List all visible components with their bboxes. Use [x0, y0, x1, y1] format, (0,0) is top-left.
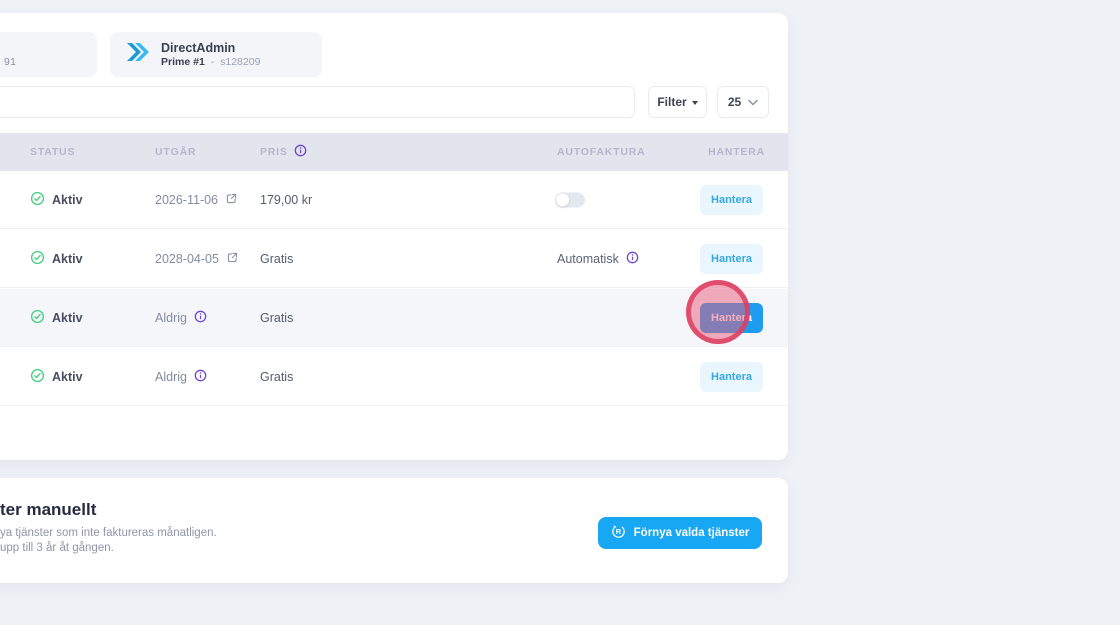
chevron-down-icon: [748, 95, 758, 109]
autoinvoice-toggle[interactable]: [555, 192, 585, 207]
renew-description-line1: ya tjänster som inte faktureras månatlig…: [0, 527, 217, 539]
table-header-manage: HANTERA: [708, 146, 765, 158]
page-size-value: 25: [727, 95, 742, 109]
info-icon[interactable]: [626, 251, 639, 267]
check-circle-icon: [30, 250, 45, 268]
status-label: Aktiv: [52, 192, 83, 207]
renew-r-icon: R: [611, 524, 626, 542]
table-header-autoinvoice: AUTOFAKTURA: [557, 146, 646, 158]
price-value: Gratis: [260, 369, 294, 384]
caret-down-icon: [691, 100, 698, 105]
filter-button[interactable]: Filter: [648, 86, 707, 118]
service-separator: -: [210, 55, 215, 68]
service-chip-code-fragment: 91: [4, 56, 17, 68]
svg-text:R: R: [615, 527, 621, 536]
table-row: Aktiv 2028-04-05 Gratis Automatisk Hante…: [0, 230, 788, 288]
table-row-highlighted: Aktiv Aldrig Gratis Hantera: [0, 289, 788, 347]
manage-button-active[interactable]: Hantera: [700, 302, 763, 333]
check-circle-icon: [30, 309, 45, 327]
expires-date: Aldrig: [155, 369, 187, 384]
service-chip-partial[interactable]: 91: [0, 32, 97, 77]
filter-button-label: Filter: [657, 95, 687, 109]
table-header-row: STATUS UTGÅR PRIS AUTOFAKTURA HANTERA: [0, 133, 788, 171]
renew-selected-button-label: Förnya valda tjänster: [633, 527, 750, 539]
price-value: Gratis: [260, 251, 294, 266]
directadmin-logo-icon: [125, 41, 151, 68]
renew-description-line2: upp till 3 år åt gången.: [0, 542, 114, 554]
autoinvoice-mode: Automatisk: [557, 251, 619, 266]
service-title: DirectAdmin: [161, 40, 236, 55]
price-value: 179,00 kr: [260, 192, 313, 207]
info-icon[interactable]: [294, 144, 307, 160]
info-icon[interactable]: [194, 369, 207, 385]
external-link-icon[interactable]: [225, 192, 238, 208]
service-code: s128209: [220, 55, 261, 68]
search-input[interactable]: [0, 86, 635, 118]
renew-selected-button[interactable]: R Förnya valda tjänster: [598, 517, 762, 549]
renew-card: ter manuellt ya tjänster som inte faktur…: [0, 478, 788, 583]
toggle-knob: [556, 193, 569, 206]
expires-date: 2026-11-06: [155, 192, 219, 207]
table-header-expires: UTGÅR: [155, 146, 197, 158]
check-circle-icon: [30, 368, 45, 386]
renew-heading: ter manuellt: [0, 500, 97, 519]
table-header-status: STATUS: [30, 146, 76, 158]
status-label: Aktiv: [52, 310, 83, 325]
price-value: Gratis: [260, 310, 294, 325]
table-header-price: PRIS: [260, 133, 307, 171]
check-circle-icon: [30, 191, 45, 209]
status-label: Aktiv: [52, 251, 83, 266]
info-icon[interactable]: [194, 310, 207, 326]
expires-date: 2028-04-05: [155, 251, 219, 266]
expires-date: Aldrig: [155, 310, 187, 325]
table-row: Aktiv Aldrig Gratis Hantera: [0, 348, 788, 406]
table-row: Aktiv 2026-11-06 179,00 kr Hantera: [0, 171, 788, 229]
manage-button[interactable]: Hantera: [700, 243, 763, 274]
manage-button[interactable]: Hantera: [700, 184, 763, 215]
page-size-select[interactable]: 25: [717, 86, 769, 118]
status-label: Aktiv: [52, 369, 83, 384]
services-card: 91 DirectAdmin Prime #1 - s128209 Filte: [0, 13, 788, 460]
external-link-icon[interactable]: [226, 251, 239, 267]
service-chip-directadmin[interactable]: DirectAdmin Prime #1 - s128209: [110, 32, 322, 77]
service-plan: Prime #1: [161, 55, 205, 68]
manage-button[interactable]: Hantera: [700, 361, 763, 392]
